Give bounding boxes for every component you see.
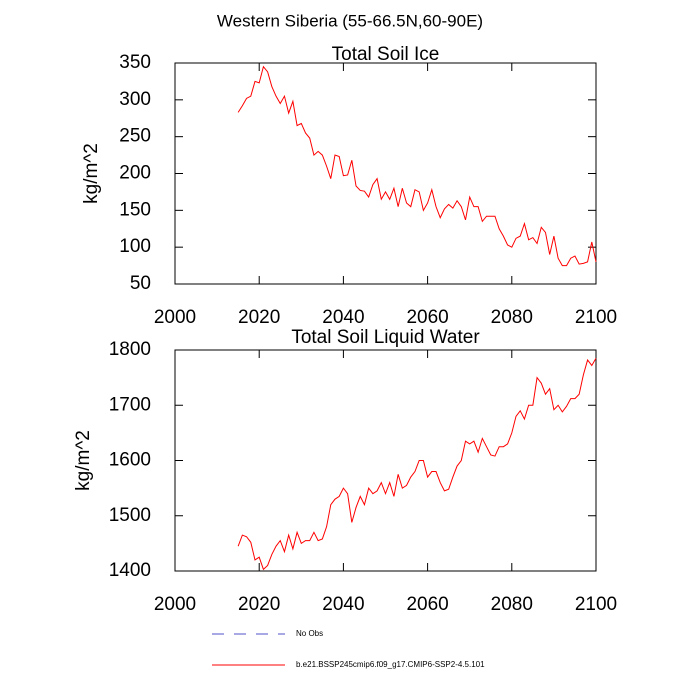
y-tick-label: 100 — [119, 236, 151, 257]
y-tick-label: 1400 — [109, 560, 151, 581]
plot-frame — [174, 349, 597, 572]
data-line — [237, 65, 597, 267]
plot-frame — [174, 62, 597, 285]
legend-label: No Obs — [296, 629, 323, 638]
x-tick-label: 2020 — [238, 594, 280, 615]
x-tick-label: 2000 — [154, 307, 196, 328]
y-tick-label: 1800 — [109, 339, 151, 360]
y-tick-label: 50 — [130, 273, 151, 294]
x-tick-label: 2060 — [406, 594, 448, 615]
y-axis-label: kg/m^2 — [81, 143, 102, 204]
y-tick-label: 1700 — [109, 394, 151, 415]
y-axis-label: kg/m^2 — [73, 430, 94, 491]
legend-label: b.e21.BSSP245cmip6.f09_g17.CMIP6-SSP2-4.… — [296, 660, 485, 669]
x-tick-label: 2080 — [491, 307, 533, 328]
data-line — [237, 358, 597, 571]
y-tick-label: 250 — [119, 126, 151, 147]
x-tick-label: 2060 — [406, 307, 448, 328]
x-tick-label: 2040 — [322, 594, 364, 615]
y-tick-label: 300 — [119, 89, 151, 110]
plot-title: Total Soil Ice — [332, 44, 440, 65]
x-tick-label: 2040 — [322, 307, 364, 328]
x-tick-label: 2020 — [238, 307, 280, 328]
x-tick-label: 2100 — [575, 307, 617, 328]
figure-title: Western Siberia (55-66.5N,60-90E) — [217, 11, 483, 30]
x-tick-label: 2080 — [491, 594, 533, 615]
y-tick-label: 1500 — [109, 505, 151, 526]
y-tick-label: 150 — [119, 199, 151, 220]
y-tick-label: 1600 — [109, 450, 151, 471]
x-tick-label: 2000 — [154, 594, 196, 615]
y-tick-label: 200 — [119, 163, 151, 184]
plot-title: Total Soil Liquid Water — [291, 327, 480, 348]
y-tick-label: 350 — [119, 52, 151, 73]
x-tick-label: 2100 — [575, 594, 617, 615]
